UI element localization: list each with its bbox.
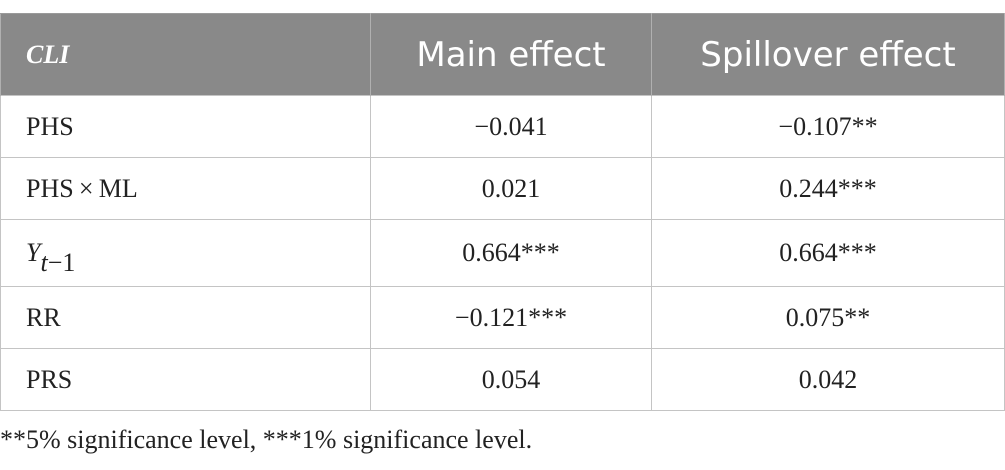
table-row-rr: RR −0.121*** 0.075**	[0, 286, 1005, 349]
row-label-phs: PHS	[0, 95, 371, 158]
cell-spillover-phs-ml: 0.244***	[651, 157, 1005, 220]
cell-spillover-yt-1: 0.664***	[651, 219, 1005, 287]
cell-main-yt-1: 0.664***	[370, 219, 652, 287]
cell-spillover-prs: 0.042	[651, 348, 1005, 411]
header-cli: CLI	[0, 13, 371, 96]
cell-main-phs: −0.041	[370, 95, 652, 158]
cell-spillover-rr: 0.075**	[651, 286, 1005, 349]
table-row-prs: PRS 0.054 0.042	[0, 348, 1005, 411]
table-body: PHS −0.041 −0.107** PHS × ML 0.021 0.244…	[0, 95, 1005, 411]
table-row-phs-ml: PHS × ML 0.021 0.244***	[0, 157, 1005, 220]
row-label-rr: RR	[0, 286, 371, 349]
row-label-yt-sub-rest: −1	[47, 248, 76, 277]
row-label-yt-1: Yt−1	[0, 219, 371, 287]
header-spillover-effect: Spillover effect	[651, 13, 1005, 96]
cell-main-prs: 0.054	[370, 348, 652, 411]
table-row-yt-1: Yt−1 0.664*** 0.664***	[0, 219, 1005, 287]
table-header: CLI Main effect Spillover effect	[0, 13, 1005, 96]
row-label-yt-subscript: t−1	[40, 248, 75, 277]
table-row-phs: PHS −0.041 −0.107**	[0, 95, 1005, 158]
table-footnote: **5% significance level, ***1% significa…	[0, 425, 533, 454]
cell-main-rr: −0.121***	[370, 286, 652, 349]
header-main-effect: Main effect	[370, 13, 652, 96]
results-table: CLI Main effect Spillover effect PHS −0.…	[0, 13, 1005, 411]
cell-main-phs-ml: 0.021	[370, 157, 652, 220]
cell-spillover-phs: −0.107**	[651, 95, 1005, 158]
row-label-phs-ml: PHS × ML	[0, 157, 371, 220]
results-table-container: CLI Main effect Spillover effect PHS −0.…	[0, 13, 1005, 411]
row-label-yt-base: Y	[26, 238, 41, 267]
header-row: CLI Main effect Spillover effect	[0, 13, 1005, 96]
row-label-prs: PRS	[0, 348, 371, 411]
row-label-yt-sub-var: t	[40, 248, 48, 277]
